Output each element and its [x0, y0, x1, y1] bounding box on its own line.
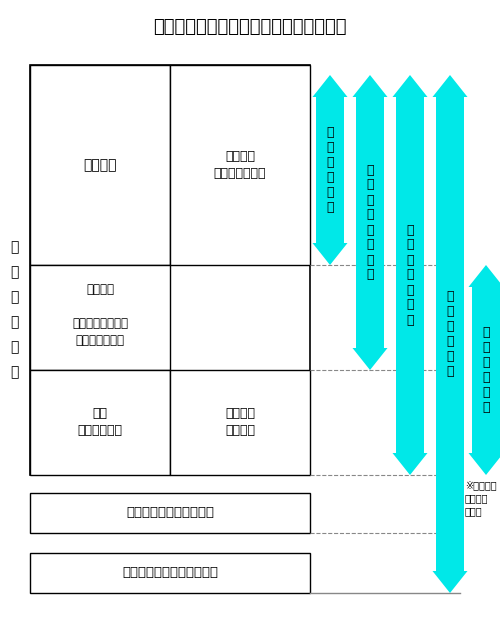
Polygon shape [392, 75, 428, 97]
Bar [30, 65, 310, 475]
Text: 公営事業
会　　計: 公営事業 会 計 [225, 407, 255, 437]
Text: うち
公営企業会計: うち 公営企業会計 [78, 407, 122, 437]
Bar [30, 370, 170, 475]
Text: 特別会計

（国民健康保険、
介護保険など）: 特別会計 （国民健康保険、 介護保険など） [72, 283, 128, 347]
Bar [316, 97, 344, 243]
Bar [396, 97, 424, 453]
Polygon shape [432, 75, 468, 97]
Bar [30, 553, 310, 593]
Text: 連
結
実
質
赤
字
比
率: 連 結 実 質 赤 字 比 率 [366, 163, 374, 282]
Bar [356, 97, 384, 348]
Text: 将
来
負
担
比
率: 将 来 負 担 比 率 [446, 290, 454, 378]
Polygon shape [468, 265, 500, 287]
Polygon shape [352, 348, 388, 370]
Text: 資
金
不
足
比
率: 資 金 不 足 比 率 [482, 326, 490, 414]
Text: 普通会計
（一般会計等）: 普通会計 （一般会計等） [214, 150, 266, 180]
Text: 実
質
赤
字
比
率: 実 質 赤 字 比 率 [326, 126, 334, 214]
Text: ※公営企業
会計ごと
に算定: ※公営企業 会計ごと に算定 [465, 480, 496, 517]
Polygon shape [312, 243, 348, 265]
Polygon shape [312, 75, 348, 97]
Text: 地方公社・第３セクター等: 地方公社・第３セクター等 [122, 567, 218, 579]
Text: 実
質
公
債
費
比
率: 実 質 公 債 費 比 率 [406, 223, 414, 327]
Bar [30, 493, 310, 533]
Bar [30, 65, 170, 265]
Bar [170, 370, 310, 475]
Bar [472, 287, 500, 453]
Text: 一般会計: 一般会計 [83, 158, 117, 172]
Polygon shape [352, 75, 388, 97]
Text: 一部事務組合・広域連合: 一部事務組合・広域連合 [126, 506, 214, 520]
Text: 地
方
公
共
団
体: 地 方 公 共 団 体 [10, 241, 18, 380]
Bar [436, 97, 464, 571]
Polygon shape [468, 453, 500, 475]
Bar [30, 265, 170, 370]
Bar [170, 65, 310, 265]
Polygon shape [432, 571, 468, 593]
Polygon shape [392, 453, 428, 475]
Text: 健全化判断比率及び資金不足比率の対象: 健全化判断比率及び資金不足比率の対象 [153, 18, 347, 36]
